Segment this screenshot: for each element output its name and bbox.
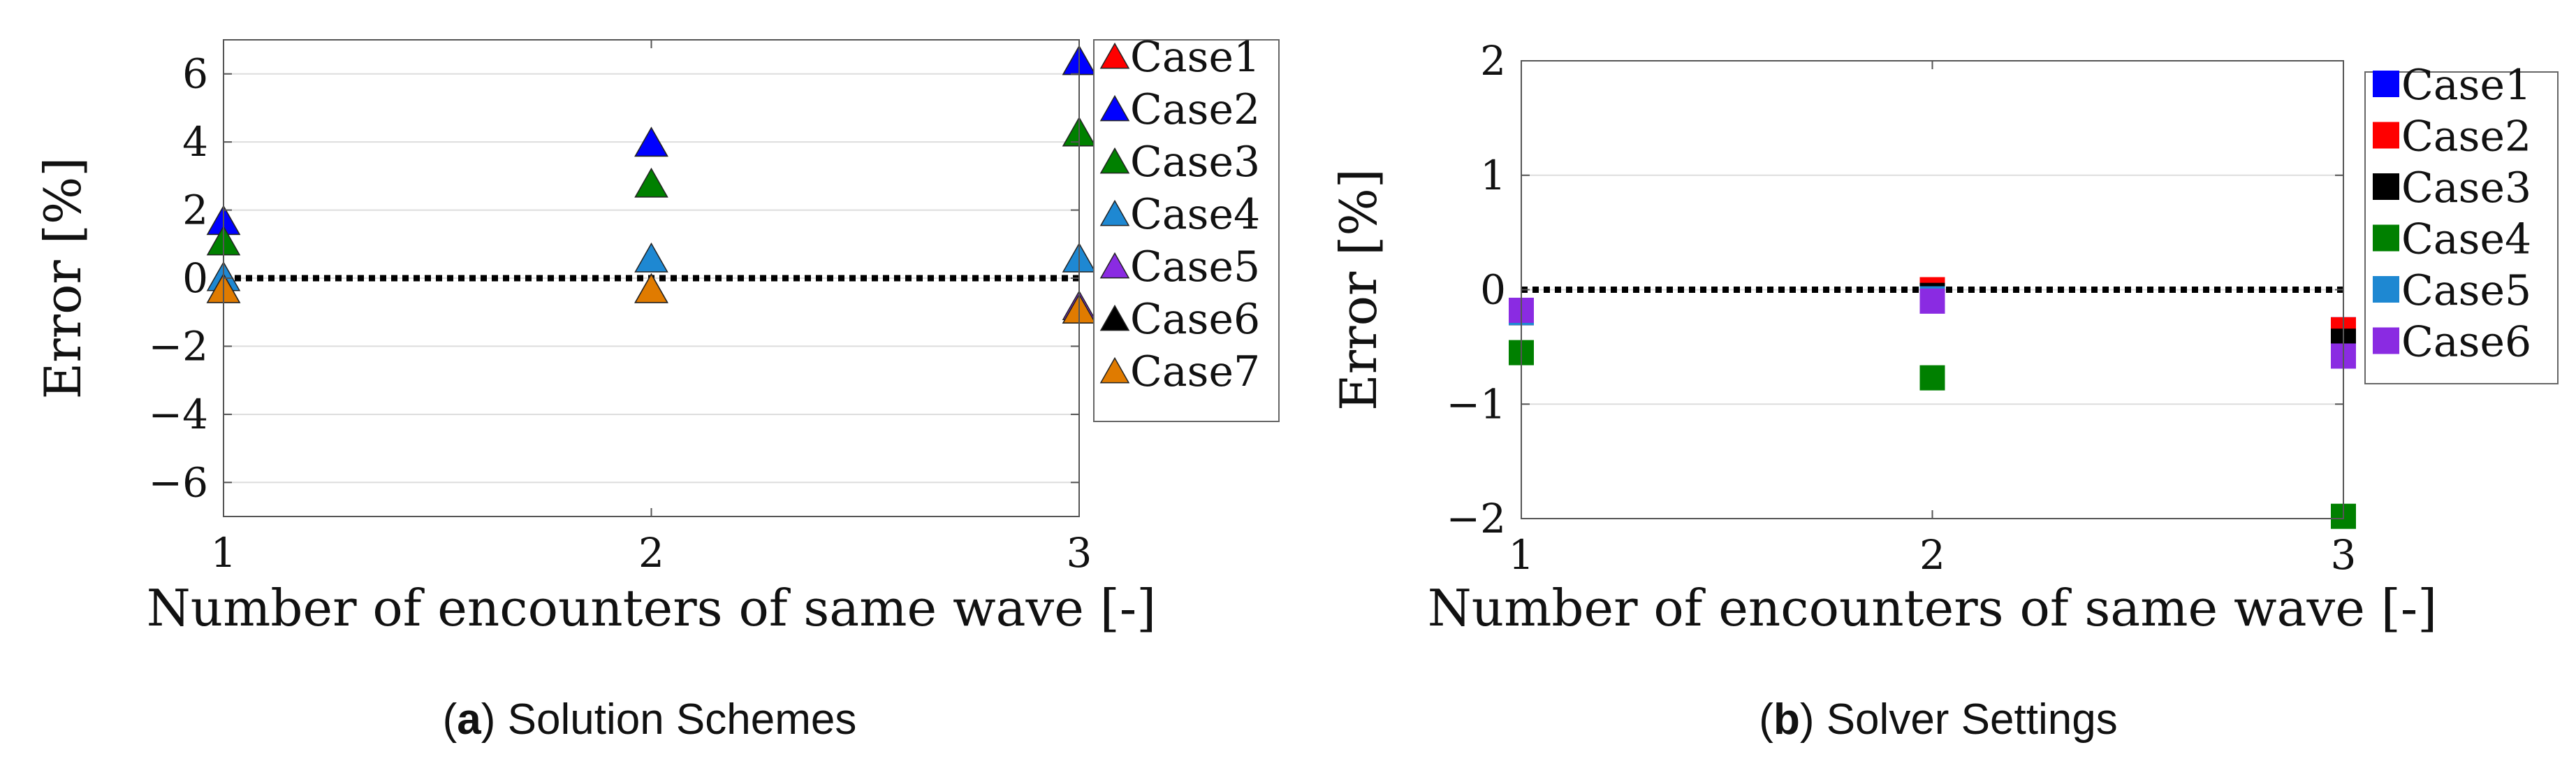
x-tick-label: 1: [211, 529, 237, 577]
legend-marker-case2: [2373, 122, 2399, 149]
caption: (a) Solution Schemes: [443, 695, 857, 744]
caption-label: a: [457, 695, 481, 744]
y-tick-label: 0: [1480, 266, 1506, 314]
x-tick-label: 3: [2331, 531, 2357, 579]
y-tick-label: 2: [1480, 37, 1506, 85]
y-tick-label: −4: [149, 391, 209, 438]
caption: (b) Solver Settings: [1759, 695, 2117, 744]
legend-label-case4: Case4: [2401, 215, 2531, 264]
data-point-case4: [634, 243, 668, 273]
legend-label-case6: Case6: [1130, 295, 1260, 344]
data-point-case2: [634, 127, 668, 157]
caption-text: Solution Schemes: [508, 695, 857, 744]
legend-marker-case3: [1099, 147, 1130, 174]
legend-marker-case5: [2373, 276, 2399, 303]
x-tick-label: 1: [1509, 531, 1535, 579]
caption-open-paren: (: [443, 695, 458, 744]
y-tick-label: −1: [1447, 380, 1507, 428]
legend-marker-case4: [1099, 199, 1130, 226]
legend-label-case3: Case3: [2401, 164, 2531, 212]
y-tick-label: 0: [182, 254, 208, 302]
y-axis-label: Error [%]: [34, 157, 92, 400]
legend-label-case6: Case6: [2401, 318, 2531, 367]
legend-marker-case3: [2373, 173, 2399, 200]
x-tick-label: 3: [1067, 529, 1092, 577]
y-tick-label: 4: [182, 118, 208, 166]
y-axis-label: Error [%]: [1329, 168, 1388, 411]
y-tick-label: −2: [1447, 495, 1507, 542]
caption-label: b: [1773, 695, 1800, 744]
legend-label-case5: Case5: [2401, 266, 2531, 315]
legend-marker-case2: [1099, 94, 1130, 122]
legend-label-case2: Case2: [1130, 85, 1260, 134]
x-axis-label: Number of encounters of same wave [-]: [1428, 579, 2437, 637]
legend-label-case4: Case4: [1130, 190, 1260, 239]
legend-label-case5: Case5: [1130, 243, 1260, 291]
legend-label-case7: Case7: [1130, 347, 1260, 396]
y-tick-label: 2: [182, 187, 208, 234]
legend-label-case3: Case3: [1130, 138, 1260, 187]
caption-text: Solver Settings: [1827, 695, 2118, 744]
legend-marker-case5: [1099, 252, 1130, 279]
data-point-case4: [1919, 365, 1945, 391]
legend-label-case1: Case1: [2401, 61, 2531, 110]
legend-marker-case1: [2373, 71, 2399, 97]
data-point-case3: [634, 167, 668, 198]
x-tick-label: 2: [1919, 531, 1945, 579]
legend-marker-case1: [1099, 42, 1130, 69]
y-tick-label: −2: [149, 322, 209, 370]
legend-marker-case4: [2373, 224, 2399, 252]
x-tick-label: 2: [638, 529, 664, 577]
legend-label-case1: Case1: [1130, 33, 1260, 82]
y-tick-label: 6: [182, 50, 208, 98]
legend-marker-case6: [2373, 327, 2399, 354]
y-tick-label: 1: [1480, 152, 1506, 199]
y-tick-label: −6: [149, 458, 209, 506]
legend-label-case2: Case2: [2401, 113, 2531, 161]
caption-close-paren: ): [1800, 695, 1827, 744]
caption-close-paren: ): [481, 695, 508, 744]
data-point-case6: [1919, 288, 1945, 314]
legend-box: [1093, 39, 1280, 422]
legend-marker-case6: [1099, 304, 1130, 331]
caption-open-paren: (: [1759, 695, 1773, 744]
data-point-case7: [634, 273, 668, 303]
x-axis-label: Number of encounters of same wave [-]: [147, 579, 1156, 637]
legend-marker-case7: [1099, 356, 1130, 384]
